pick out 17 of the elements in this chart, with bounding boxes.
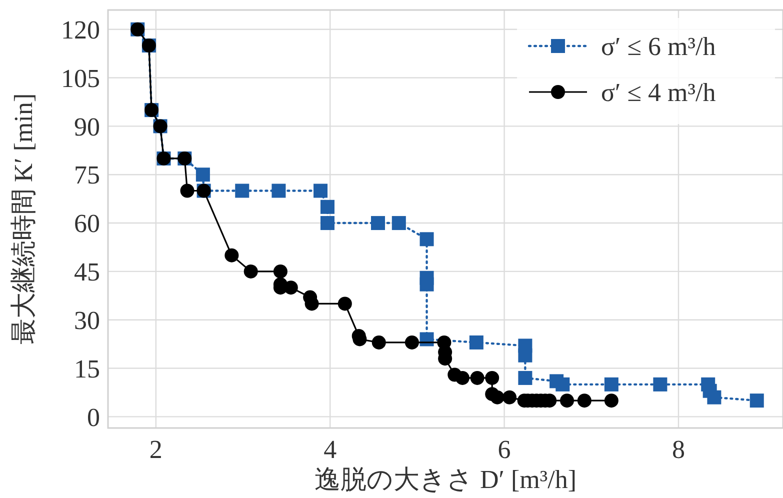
y-tick-label: 90	[74, 112, 100, 142]
x-tick-label: 8	[672, 435, 685, 464]
y-tick-label: 120	[61, 15, 100, 44]
y-tick-label: 75	[74, 160, 100, 190]
x-axis-title: 逸脱の大きさ D′ [m³/h]	[314, 465, 577, 494]
x-tick-label: 2	[149, 435, 162, 464]
legend-label: σ′ ≤ 4 m³/h	[601, 78, 716, 108]
y-tick-label: 45	[74, 258, 100, 287]
x-tick-label: 6	[498, 435, 511, 464]
y-tick-label: 30	[74, 306, 100, 335]
x-tick-label: 4	[324, 435, 337, 464]
y-tick-label: 15	[74, 354, 100, 384]
y-axis-title: 最大継続時間 K′ [min]	[9, 93, 38, 345]
y-tick-label: 105	[61, 64, 100, 93]
y-tick-label: 60	[74, 209, 100, 238]
legend-label: σ′ ≤ 6 m³/h	[601, 32, 716, 62]
y-tick-label: 0	[87, 402, 100, 432]
